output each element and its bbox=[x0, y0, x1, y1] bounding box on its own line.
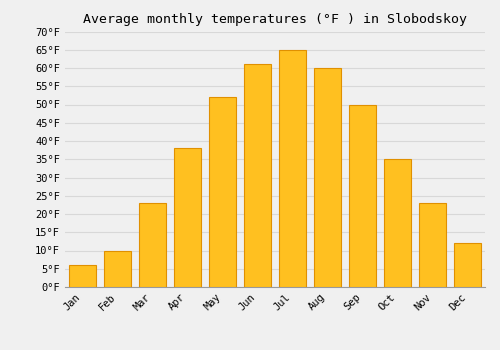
Bar bbox=[174, 148, 201, 287]
Title: Average monthly temperatures (°F ) in Slobodskoy: Average monthly temperatures (°F ) in Sl… bbox=[83, 13, 467, 26]
Bar bbox=[454, 243, 480, 287]
Bar bbox=[280, 50, 305, 287]
Bar bbox=[244, 64, 270, 287]
Bar bbox=[140, 203, 166, 287]
Bar bbox=[384, 159, 410, 287]
Bar bbox=[210, 97, 236, 287]
Bar bbox=[314, 68, 340, 287]
Bar bbox=[104, 251, 130, 287]
Bar bbox=[70, 265, 96, 287]
Bar bbox=[350, 105, 376, 287]
Bar bbox=[420, 203, 446, 287]
